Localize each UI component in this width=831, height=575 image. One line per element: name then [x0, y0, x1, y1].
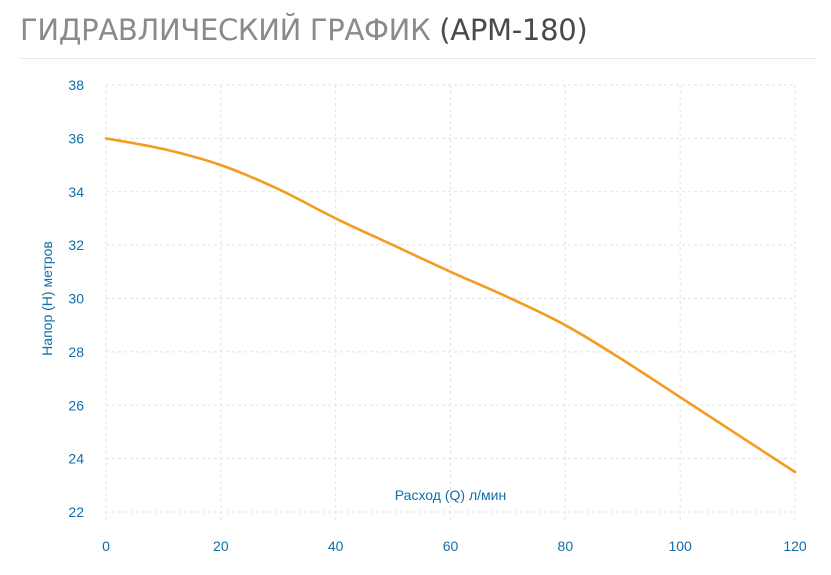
y-tick-label: 36 — [68, 130, 84, 146]
y-tick-label: 26 — [68, 397, 84, 413]
series — [104, 137, 797, 474]
x-tick-label: 0 — [102, 538, 110, 554]
title-divider — [20, 58, 815, 59]
chart-title: ГИДРАВЛИЧЕСКИЙ ГРАФИК (APM-180) — [20, 10, 588, 50]
chart-title-model: (APM-180) — [439, 13, 588, 47]
grid — [105, 84, 796, 520]
series-line — [104, 137, 797, 474]
x-tick-label: 120 — [783, 538, 807, 554]
y-tick-label: 28 — [68, 344, 84, 360]
chart-title-main: ГИДРАВЛИЧЕСКИЙ ГРАФИК — [20, 13, 431, 47]
x-tick-label: 80 — [558, 538, 574, 554]
y-tick-label: 22 — [68, 504, 84, 520]
x-tick-label: 40 — [328, 538, 344, 554]
x-tick-label: 100 — [668, 538, 692, 554]
y-tick-label: 24 — [68, 451, 84, 467]
y-axis-label: Напор (Н) метров — [39, 241, 55, 356]
x-axis-ticks: 0 20 40 60 80 100 120 — [102, 538, 807, 554]
y-axis-ticks: 22 24 26 28 30 32 34 36 38 — [68, 77, 84, 520]
y-tick-label: 38 — [68, 77, 84, 93]
x-tick-label: 20 — [213, 538, 229, 554]
y-tick-label: 34 — [68, 184, 84, 200]
x-tick-label: 60 — [443, 538, 459, 554]
x-axis-label: Расход (Q) л/мин — [395, 487, 506, 503]
y-tick-label: 32 — [68, 237, 84, 253]
y-tick-label: 30 — [68, 291, 84, 307]
